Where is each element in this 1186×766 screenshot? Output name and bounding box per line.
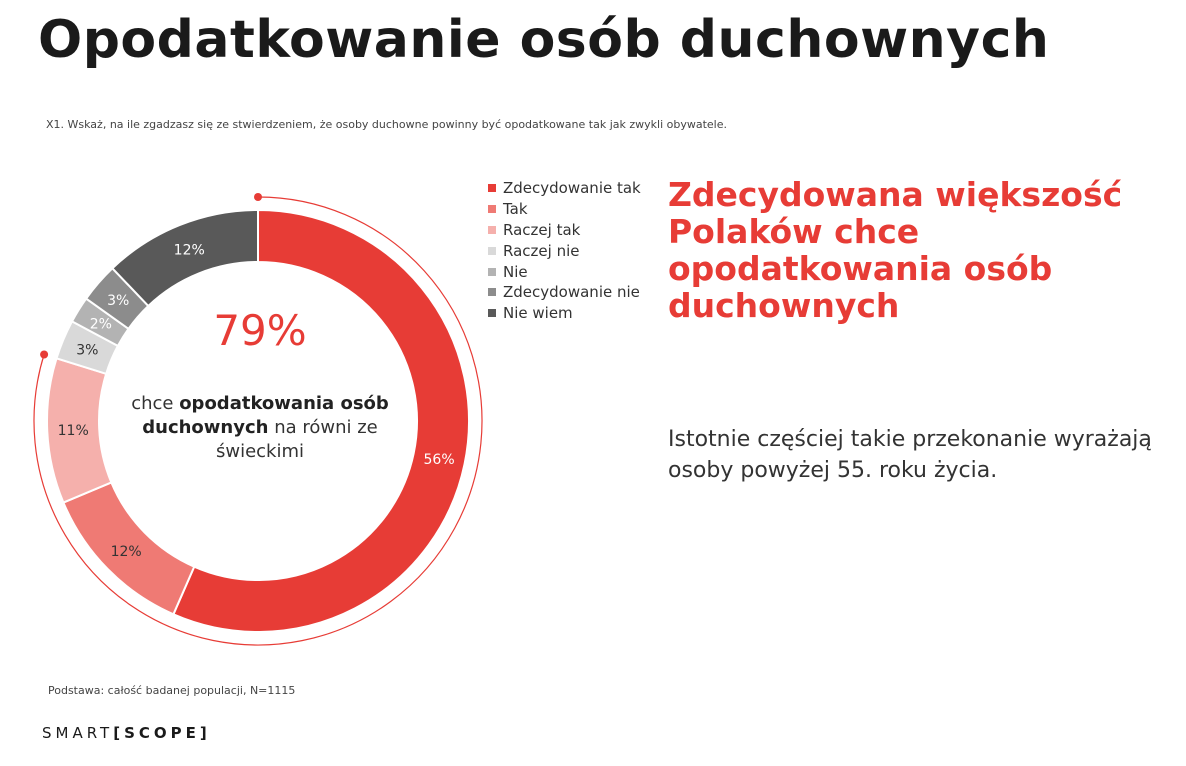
center-percent: 79%: [213, 306, 307, 355]
legend-item-raczej-nie: Raczej nie: [488, 240, 641, 261]
legend-item-nie: Nie: [488, 261, 641, 282]
slice-label-raczej-nie: 3%: [76, 343, 98, 359]
legend-swatch: [488, 288, 496, 297]
legend-label: Raczej tak: [503, 220, 581, 239]
logo-bracket-close: ]: [199, 724, 211, 742]
slice-label-zdecydowanie-tak: 56%: [424, 452, 455, 468]
logo-smart: SMART: [42, 724, 114, 742]
logo-bracket-open: [: [113, 724, 125, 742]
highlight-arc-start-dot: [254, 193, 262, 201]
highlight-arc-end-dot: [40, 350, 49, 359]
legend-item-raczej-tak: Raczej tak: [488, 220, 641, 241]
center-caption-post: na równi ze świeckimi: [215, 417, 378, 462]
survey-question: X1. Wskaż, na ile zgadzasz się ze stwier…: [46, 118, 727, 131]
agree-highlight-arc: [33, 196, 483, 646]
page-title: Opodatkowanie osób duchownych: [38, 10, 1050, 70]
center-caption-pre: chce: [131, 393, 180, 414]
slice-label-raczej-tak: 11%: [58, 423, 89, 439]
legend-label: Raczej nie: [503, 241, 580, 260]
donut-slice-zdecydowanie-tak: [172, 208, 470, 633]
legend-label: Zdecydowanie tak: [503, 179, 641, 198]
insight-text: Istotnie częściej takie przekonanie wyra…: [668, 427, 1152, 483]
legend-label: Nie: [503, 262, 528, 281]
smartscope-logo: SMART[SCOPE]: [42, 724, 211, 742]
legend-item-nie-wiem: Nie wiem: [488, 303, 641, 324]
legend-swatch: [488, 225, 496, 234]
legend-item-zdecydowanie-tak: Zdecydowanie tak: [488, 178, 641, 199]
legend-swatch: [488, 184, 496, 193]
slice-label-nie: 2%: [90, 316, 112, 332]
slice-label-nie-wiem: 12%: [174, 242, 205, 258]
slice-label-tak: 12%: [111, 544, 142, 560]
legend-label: Tak: [503, 200, 528, 219]
logo-scope: SCOPE: [124, 724, 200, 742]
chart-legend: Zdecydowanie tak Tak Raczej tak Raczej nie N…: [488, 178, 641, 324]
base-note: Podstawa: całość badanej populacji, N=11…: [48, 684, 296, 697]
slice-label-zdecydowanie-nie: 3%: [107, 293, 129, 309]
headline: Zdecydowana większość Polaków chce opoda…: [668, 175, 1123, 325]
legend-swatch: [488, 267, 496, 276]
legend-swatch: [488, 205, 496, 214]
legend-label: Zdecydowanie nie: [503, 283, 640, 302]
legend-item-zdecydowanie-nie: Zdecydowanie nie: [488, 282, 641, 303]
center-caption: chce opodatkowania osób duchownych na ró…: [128, 392, 392, 464]
legend-item-tak: Tak: [488, 199, 641, 220]
legend-swatch: [488, 309, 496, 318]
donut-chart: 56% 12% 11% 3% 2% 3% 12%: [33, 193, 483, 646]
center-caption-bold: opodatkowania osób duchownych: [142, 393, 389, 438]
legend-swatch: [488, 246, 496, 255]
donut-slice-nie-wiem: [110, 208, 259, 308]
legend-label: Nie wiem: [503, 304, 573, 323]
